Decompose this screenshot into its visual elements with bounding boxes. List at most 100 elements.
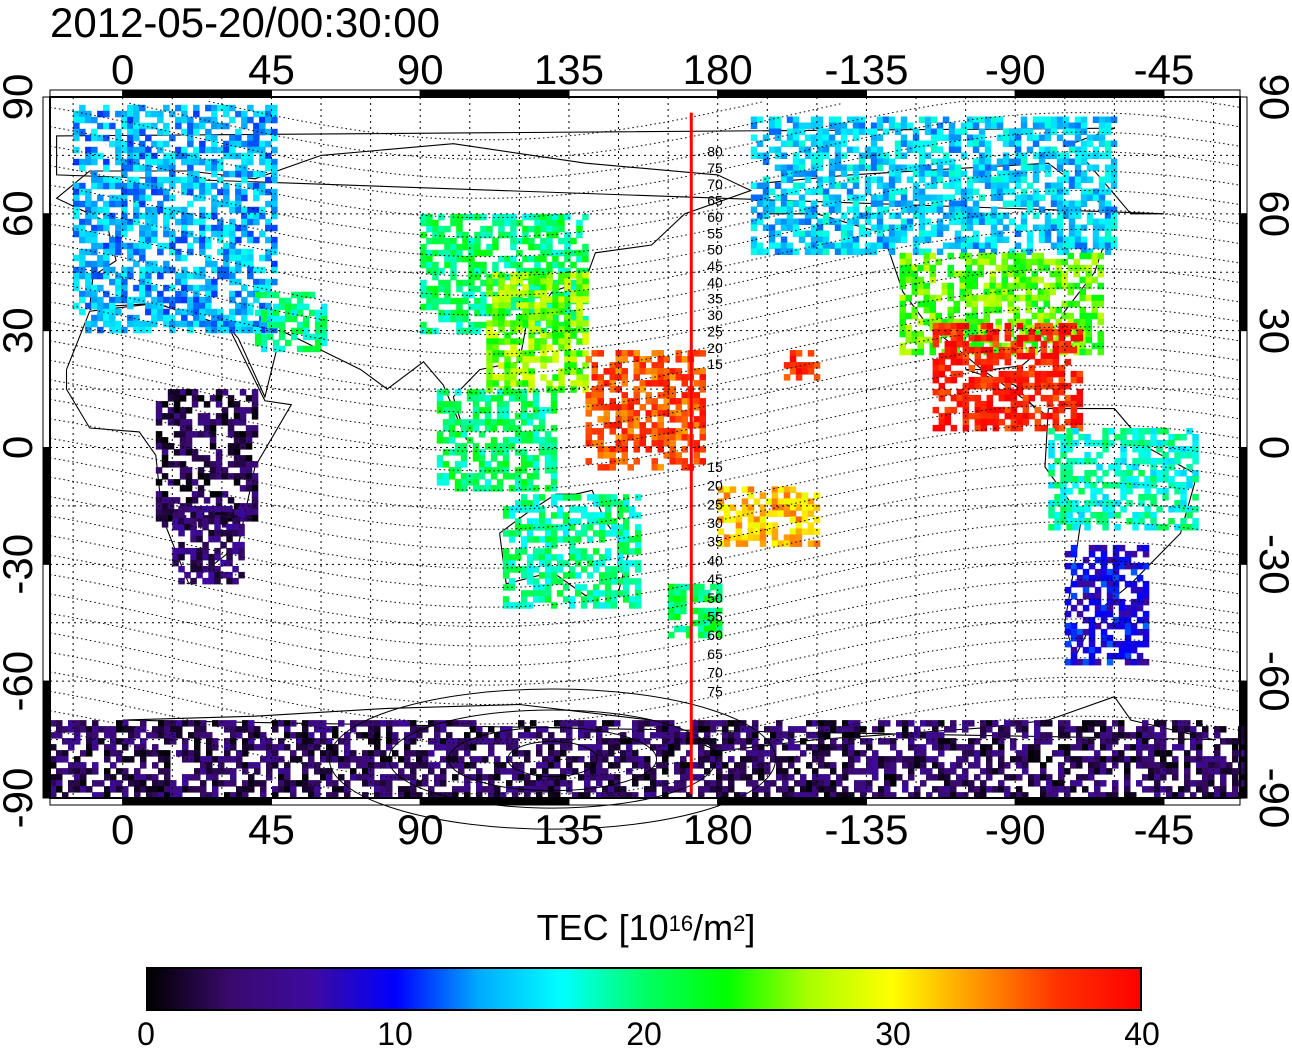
tec-cell xyxy=(1088,622,1096,630)
tec-cell xyxy=(115,326,122,334)
tec-cell xyxy=(591,368,598,375)
tec-cell xyxy=(546,219,553,227)
tec-cell xyxy=(972,116,980,123)
tec-cell xyxy=(502,596,510,603)
tec-cell xyxy=(980,346,988,354)
tec-cell xyxy=(1130,640,1138,648)
tec-cell xyxy=(1058,370,1066,378)
tec-cell xyxy=(1110,116,1118,123)
tec-cell xyxy=(753,522,761,529)
tec-cell xyxy=(229,116,236,124)
tec-cell xyxy=(1104,212,1112,219)
tec-cell xyxy=(786,242,794,249)
tec-cell xyxy=(669,410,676,417)
tec-cell xyxy=(550,602,558,609)
tec-cell xyxy=(1010,412,1018,420)
tec-cell xyxy=(1086,134,1094,141)
tec-cell xyxy=(948,200,956,207)
tec-cell xyxy=(226,577,233,585)
tec-cell xyxy=(1092,164,1100,171)
tec-cell xyxy=(971,258,978,266)
tec-cell xyxy=(247,116,254,124)
tec-cell xyxy=(480,297,487,305)
tec-cell xyxy=(546,231,553,239)
tec-cell xyxy=(1084,458,1091,465)
tec-cell xyxy=(968,394,976,402)
tec-cell xyxy=(938,720,945,727)
tec-cell xyxy=(576,219,583,227)
tec-cell xyxy=(639,362,646,369)
tec-cell xyxy=(675,350,682,357)
tec-cell xyxy=(145,308,152,316)
tec-cell xyxy=(1046,394,1054,402)
tec-cell xyxy=(974,418,982,426)
tec-cell xyxy=(995,282,1002,290)
tec-cell xyxy=(247,104,254,112)
tec-cell xyxy=(1142,658,1150,666)
tec-cell xyxy=(139,230,146,238)
tec-cell xyxy=(990,116,998,123)
tec-cell xyxy=(1104,242,1112,249)
tec-cell xyxy=(504,362,511,369)
tec-cell xyxy=(520,455,528,462)
tec-cell xyxy=(616,554,624,561)
tec-cell xyxy=(759,504,767,511)
tec-cell xyxy=(1044,128,1052,135)
tec-cell xyxy=(1064,328,1072,336)
tec-cell xyxy=(432,291,439,299)
tec-cell xyxy=(1028,382,1036,390)
tec-cell xyxy=(1070,658,1078,666)
tec-cell xyxy=(271,200,278,208)
tec-cell xyxy=(792,182,800,189)
tec-cell xyxy=(986,358,994,366)
tec-cell xyxy=(504,320,511,327)
tec-cell xyxy=(265,278,272,286)
tec-cell xyxy=(1054,458,1061,465)
tec-cell xyxy=(774,128,782,135)
tec-cell xyxy=(591,374,598,381)
tec-cell xyxy=(1020,188,1028,195)
tec-cell xyxy=(836,726,843,733)
tec-cell xyxy=(1180,470,1187,477)
tec-cell xyxy=(932,376,940,384)
tec-cell xyxy=(978,176,986,183)
tec-cell xyxy=(235,194,242,202)
tec-cell xyxy=(532,554,540,561)
tec-cell xyxy=(1060,464,1067,471)
tec-cell xyxy=(710,607,717,615)
tec-cell xyxy=(448,401,456,408)
tec-cell xyxy=(85,248,92,256)
tec-cell xyxy=(936,200,944,207)
tec-cell xyxy=(894,236,902,243)
tec-cell xyxy=(959,318,966,326)
tec-cell xyxy=(1136,544,1144,552)
tec-cell xyxy=(954,206,962,213)
tec-cell xyxy=(127,128,134,136)
tec-cell xyxy=(645,380,652,387)
tec-cell xyxy=(1156,476,1163,483)
tec-cell xyxy=(591,362,598,369)
tec-cell xyxy=(1192,470,1199,477)
tec-cell xyxy=(226,523,233,531)
tec-cell xyxy=(534,302,541,309)
tec-cell xyxy=(699,416,706,423)
tec-cell xyxy=(798,236,806,243)
tec-cell xyxy=(1020,116,1028,123)
tec-cell xyxy=(798,158,806,165)
tec-cell xyxy=(552,296,559,303)
tec-cell xyxy=(621,368,628,375)
tec-cell xyxy=(1013,252,1020,260)
tec-cell xyxy=(169,134,176,142)
tec-cell xyxy=(699,374,706,381)
tec-cell xyxy=(1086,164,1094,171)
tec-cell xyxy=(127,296,134,304)
tec-cell xyxy=(448,407,456,414)
tec-cell xyxy=(205,242,212,250)
tec-cell xyxy=(948,212,956,219)
tec-cell xyxy=(184,517,191,525)
tec-cell xyxy=(906,200,914,207)
tec-cell xyxy=(241,206,248,214)
tec-cell xyxy=(468,303,475,311)
tec-cell xyxy=(998,726,1005,733)
tec-cell xyxy=(645,416,652,423)
